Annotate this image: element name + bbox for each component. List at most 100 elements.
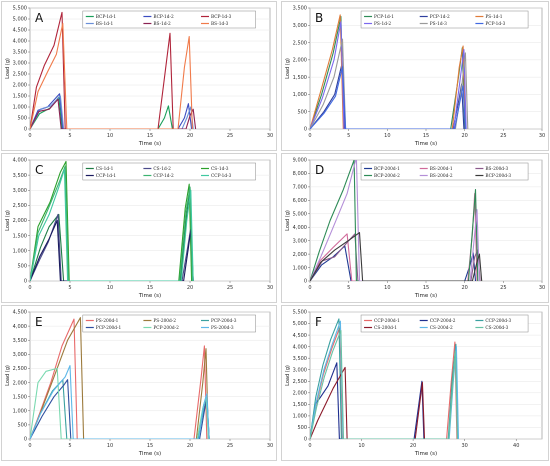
series-line-CCP-1d-3: [30, 168, 194, 281]
legend-entry: CCP-1d-1: [96, 174, 117, 179]
series-line-BS-200d-2: [310, 160, 480, 281]
legend-entry: BS-1d-1: [96, 22, 114, 27]
legend-entry: CS-1d-2: [153, 167, 171, 172]
y-tick-label: 2,000: [293, 391, 307, 397]
y-axis-title: Load (g): [285, 58, 291, 79]
x-tick-label: 5: [68, 133, 71, 139]
series-line-BS-1d-3: [30, 22, 193, 129]
y-tick-label: 500: [297, 425, 307, 431]
y-axis-title: Load (g): [5, 365, 11, 386]
y-tick-label: 1,000: [293, 414, 307, 420]
panel-label: E: [35, 315, 43, 329]
y-tick-label: 3,000: [13, 352, 27, 358]
y-tick-label: 2,500: [293, 379, 307, 385]
panel-label: D: [315, 163, 324, 177]
legend-box: [360, 10, 529, 29]
y-tick-label: 3,000: [293, 23, 307, 29]
y-axis-title: Load (g): [285, 365, 291, 386]
y-tick-label: 8,000: [293, 171, 307, 177]
x-tick-label: 40: [513, 443, 519, 449]
y-tick-label: 4,500: [13, 28, 27, 34]
series-line-CS-200d-3: [310, 329, 458, 439]
y-tick-label: 500: [297, 109, 307, 115]
x-tick-label: 15: [147, 285, 153, 291]
series-line-BCP-1d-1: [30, 96, 173, 129]
y-tick-label: 1,000: [13, 408, 27, 414]
y-tick-label: 4,500: [13, 310, 27, 316]
y-tick-label: 4,000: [293, 344, 307, 350]
panel-label: C: [35, 163, 43, 177]
x-tick-label: 20: [187, 443, 193, 449]
y-tick-label: 2,000: [13, 380, 27, 386]
legend-entry: BS-200d-2: [430, 174, 453, 179]
x-tick-label: 0: [28, 285, 31, 291]
legend-entry: CS-200d-3: [485, 326, 508, 331]
x-tick-label: 30: [539, 285, 545, 291]
series-line-CCP-1d-1: [30, 219, 194, 281]
x-tick-label: 0: [308, 443, 311, 449]
legend-box: [82, 314, 256, 333]
legend-entry: PS-1d-2: [374, 22, 391, 27]
legend-box: [82, 162, 256, 181]
y-tick-label: 4,000: [13, 158, 27, 164]
series-group: [310, 160, 483, 281]
y-tick-label: 5,000: [293, 211, 307, 217]
x-tick-label: 0: [308, 285, 311, 291]
legend-entry: PCP-1d-3: [485, 22, 505, 27]
legend-entry: PS-200d-3: [211, 326, 234, 331]
x-tick-label: 0: [28, 443, 31, 449]
y-tick-label: 3,000: [293, 238, 307, 244]
y-tick-label: 2,000: [13, 83, 27, 89]
y-tick-label: 3,500: [293, 356, 307, 362]
x-tick-label: 0: [308, 133, 311, 139]
legend-entry: BS-200d-3: [485, 167, 508, 172]
series-line-BCP-1d-3: [30, 11, 174, 129]
x-tick-label: 15: [147, 133, 153, 139]
panel-F: 0 500 1,000 1,500 2,000 2,500 3,000 3,500 4,000 4…: [281, 305, 549, 461]
legend-entry: PCP-200d-3: [211, 319, 237, 324]
x-tick-label: 20: [187, 133, 193, 139]
series-group: [30, 160, 194, 281]
y-tick-label: 7,000: [293, 185, 307, 191]
y-tick-label: 2,000: [13, 218, 27, 224]
series-group: [310, 318, 460, 439]
y-tick-label: 500: [17, 264, 27, 270]
legend-entry: PCP-1d-2: [430, 15, 450, 20]
y-tick-label: 3,000: [13, 188, 27, 194]
y-tick-label: 1,500: [293, 75, 307, 81]
x-axis-title: Time (s): [138, 451, 161, 457]
x-tick-label: 25: [227, 285, 233, 291]
y-tick-label: 0: [24, 279, 27, 285]
series-line-CCP-1d-2: [30, 165, 193, 281]
y-axis-title: Load (g): [5, 58, 11, 79]
panel-D: 0 1,000 2,000 3,000 4,000 5,000 6,000 7,000 8,00…: [281, 153, 549, 303]
x-tick-label: 30: [461, 443, 467, 449]
y-tick-label: 3,500: [13, 50, 27, 56]
y-tick-label: 3,500: [13, 338, 27, 344]
legend-entry: PCP-1d-1: [374, 15, 394, 20]
x-tick-label: 5: [68, 285, 71, 291]
legend-entry: PS-200d-1: [96, 319, 119, 324]
y-tick-label: 1,000: [13, 248, 27, 254]
y-axis-title: Load (g): [5, 210, 11, 231]
y-tick-label: 2,500: [13, 366, 27, 372]
x-tick-label: 20: [187, 285, 193, 291]
x-tick-label: 0: [28, 133, 31, 139]
x-tick-label: 25: [227, 133, 233, 139]
y-tick-label: 2,000: [293, 252, 307, 258]
y-tick-label: 1,500: [13, 394, 27, 400]
legend-entry: BCP-200d-1: [374, 167, 400, 172]
legend-entry: PS-1d-1: [485, 15, 502, 20]
series-group: [30, 317, 210, 439]
x-tick-label: 15: [147, 443, 153, 449]
x-tick-label: 10: [358, 443, 364, 449]
series-line-PS-1d-2: [310, 21, 467, 129]
series-group: [310, 14, 469, 129]
legend-entry: BS-200d-1: [430, 167, 453, 172]
legend-entry: PS-200d-2: [153, 319, 176, 324]
legend-entry: CCP-200d-3: [485, 319, 511, 324]
y-tick-label: 0: [24, 127, 27, 133]
panel-B: 0 500 1,000 1,500 2,000 2,500 3,000 3,500 0 5 10 15…: [281, 1, 549, 151]
series-line-CS-200d-1: [310, 366, 426, 439]
